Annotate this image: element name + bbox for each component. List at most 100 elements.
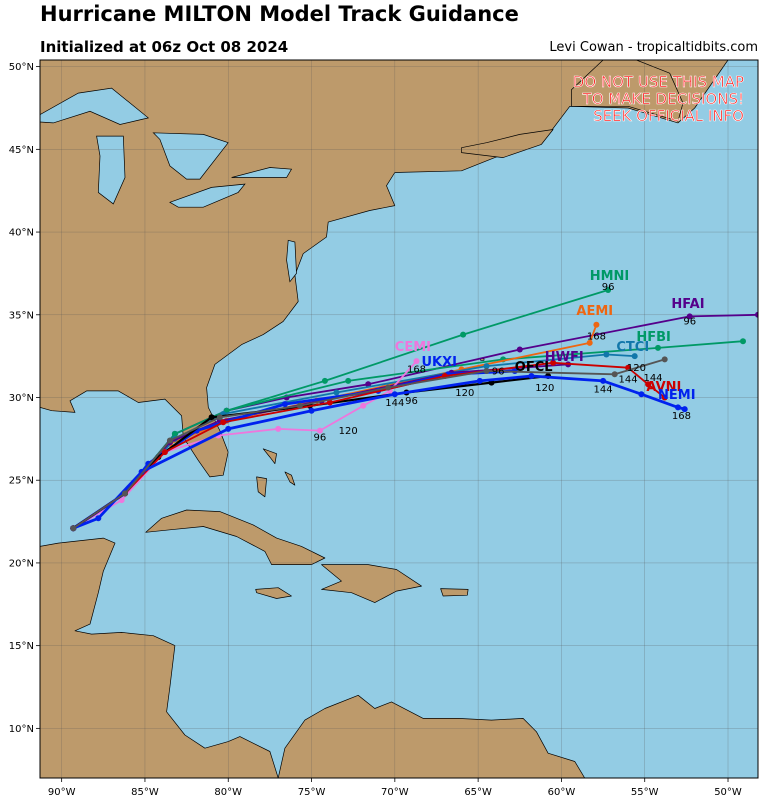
track-point-hfai — [686, 313, 693, 320]
puerto-rico-land — [440, 588, 469, 597]
hour-label: 96 — [492, 366, 505, 377]
track-point-nemi — [638, 391, 645, 398]
track-point-hfbi — [345, 377, 352, 384]
hour-label: 168 — [407, 365, 426, 376]
hispaniola-land — [321, 564, 422, 603]
track-point-ecmi — [661, 356, 668, 363]
track-point-nemi — [476, 377, 483, 384]
track-point-nemi — [308, 407, 315, 414]
lake-erie — [169, 183, 246, 208]
track-point-hmni — [460, 331, 467, 338]
track-point-nemi — [528, 373, 535, 379]
grid-lines — [40, 60, 758, 778]
model-label-cemi: CEMI — [395, 340, 431, 355]
track-nemi — [71, 374, 687, 530]
lon-tick-label: 90°W — [48, 787, 76, 798]
track-point-ctci — [483, 363, 490, 370]
lat-tick-label: 45°N — [9, 145, 34, 156]
track-point-nemi — [391, 391, 398, 398]
hour-label: 96 — [602, 282, 615, 293]
model-label-aemi: AEMI — [576, 304, 613, 319]
model-label-hfbi: HFBI — [636, 330, 671, 345]
track-point-aemi — [586, 339, 593, 346]
track-point-ecmi — [385, 384, 392, 391]
model-tracks — [70, 287, 758, 532]
track-point-hfbi — [171, 430, 178, 437]
andros-land — [256, 476, 267, 498]
south-america-land — [277, 694, 586, 778]
track-point-avni — [161, 449, 168, 456]
cuba-land — [145, 509, 326, 565]
hour-label: 96 — [405, 396, 418, 407]
land-masses — [40, 60, 729, 778]
hour-label: 120 — [455, 388, 474, 399]
warning-line-3: SEEK OFFICIAL INFO — [593, 107, 744, 125]
lon-tick-label: 65°W — [464, 787, 492, 798]
track-point-hfai — [516, 346, 523, 353]
track-point-nemi — [681, 406, 688, 413]
plot-frame — [39, 59, 759, 779]
track-point-cemi — [275, 425, 282, 432]
track-point-avni — [220, 419, 227, 426]
credit-text: Levi Cowan - tropicaltidbits.com — [549, 40, 758, 55]
jamaica-land — [255, 587, 292, 599]
model-label-nemi: NEMI — [658, 388, 696, 403]
track-point-avni — [645, 381, 652, 388]
model-label-ukxi: UKXI — [422, 355, 458, 370]
lon-tick-label: 75°W — [298, 787, 326, 798]
lat-tick-label: 50°N — [9, 62, 34, 73]
track-point-ecmi — [483, 368, 490, 374]
hour-label: 144 — [643, 373, 662, 384]
lon-tick-label: 85°W — [131, 787, 159, 798]
track-point-ecmi — [611, 371, 618, 378]
model-label-hwfi: HWFI — [545, 350, 584, 365]
track-point-ecmi — [122, 490, 128, 497]
track-point-ctci — [631, 353, 638, 360]
track-point-cemi — [316, 427, 323, 434]
track-point-ctci — [603, 351, 610, 358]
track-point-hmni — [605, 287, 612, 293]
track-point-aemi — [593, 321, 600, 328]
warning-line-1: DO NOT USE THIS MAP — [573, 73, 744, 91]
hour-label: 120 — [535, 383, 554, 394]
lake-michigan — [96, 135, 126, 205]
init-time: Initialized at 06z Oct 08 2024 — [40, 38, 289, 56]
track-point-hmni — [321, 377, 328, 384]
yucatan-mexico-land — [40, 537, 279, 778]
track-point-hfbi — [655, 344, 661, 351]
model-label-hmni: HMNI — [590, 269, 630, 284]
model-label-ctci: CTCI — [616, 340, 649, 355]
hour-label: 144 — [385, 398, 404, 409]
track-point-ecmi — [216, 414, 223, 421]
track-point-hfai — [755, 311, 758, 318]
track-point-avni — [661, 394, 668, 401]
hour-label: 168 — [672, 411, 691, 422]
hour-label: 144 — [619, 375, 638, 386]
lat-tick-label: 25°N — [9, 476, 34, 487]
lon-tick-label: 50°W — [714, 787, 742, 798]
track-point-avni — [326, 399, 333, 406]
lat-tick-label: 30°N — [9, 393, 34, 404]
track-point-nemi — [95, 515, 102, 522]
track-point-cemi — [413, 358, 420, 365]
track-point-ecmi — [166, 437, 173, 444]
lake-superior — [40, 87, 150, 125]
track-point-cemi — [118, 497, 125, 504]
track-point-cemi — [360, 402, 367, 409]
nova-scotia-land — [461, 129, 554, 158]
track-point-ctci — [333, 389, 340, 396]
eleuthera-land — [284, 471, 296, 486]
lat-tick-label: 35°N — [9, 310, 34, 321]
lon-tick-label: 55°W — [631, 787, 659, 798]
lat-tick-label: 10°N — [9, 724, 34, 735]
model-label-hfai: HFAI — [671, 297, 704, 312]
hour-label: 120 — [627, 363, 646, 374]
model-label-ofcl: OFCL — [515, 360, 553, 375]
track-point-ukxi — [281, 401, 288, 408]
axis-ticks: 90°W 85°W 80°W 75°W 70°W 65°W 60°W 55°W 50°W 10°N… — [9, 62, 742, 798]
track-point-nemi — [225, 425, 232, 432]
lon-tick-label: 70°W — [381, 787, 409, 798]
